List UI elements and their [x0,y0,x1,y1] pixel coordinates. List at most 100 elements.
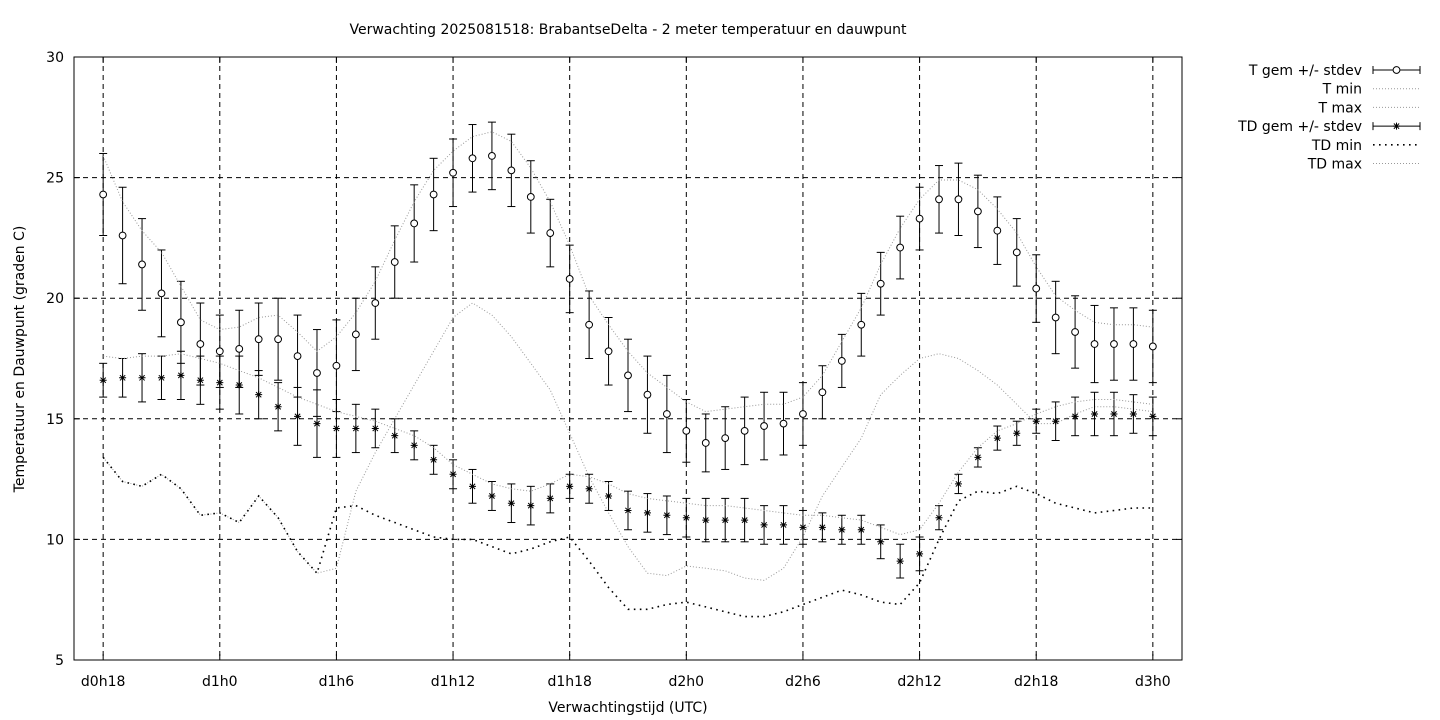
series-0-point-24 [565,275,574,283]
series-0-point-52 [1110,340,1118,348]
series-3-point-11 [313,420,321,428]
series-0 [99,121,1157,473]
series-0-point-42 [915,214,924,223]
series-0-point-16 [410,219,419,228]
series-3-point-47 [1013,429,1021,437]
series-3-point-43 [935,514,943,522]
y-tick-label-5: 30 [46,50,64,66]
x-tick-label-9: d3h0 [1135,674,1171,690]
series-3-point-24 [566,482,574,490]
series-3-point-26 [605,492,613,500]
series-0-point-27 [624,371,632,380]
series-3-point-53 [1129,410,1137,418]
series-3-point-30 [682,514,690,522]
series-0-point-38 [837,357,846,365]
series-0-point-43 [935,195,943,204]
x-tick-label-0: d0h18 [81,674,125,690]
series-3-point-5 [196,376,204,384]
x-tick-label-5: d2h0 [669,674,705,690]
series-0-point-45 [973,207,982,216]
series-3-point-14 [371,424,379,432]
series-0-point-8 [254,335,263,344]
legend-label-1: T min [1322,82,1362,98]
series-0-point-47 [1012,248,1021,257]
legend-label-0: T gem +/- stdev [1248,63,1362,79]
series-3-point-37 [818,523,826,531]
series-3-point-8 [255,391,263,399]
series-3-point-0 [99,376,107,384]
y-tick-label-4: 25 [46,171,64,187]
series-3-point-34 [760,521,768,529]
series-3-point-54 [1149,412,1157,420]
series-0-point-17 [429,190,438,199]
series-0-point-33 [740,426,749,435]
series-3-point-2 [138,374,146,382]
x-axis-label: Verwachtingstijd (UTC) [548,700,707,716]
series-3-point-42 [916,550,924,558]
series-0-point-39 [857,320,866,329]
series-3-point-48 [1032,417,1040,425]
series-3-point-23 [546,494,554,502]
series-0-point-48 [1032,284,1041,293]
series-0-point-49 [1051,313,1060,322]
series-3-point-17 [430,456,438,464]
x-tick-label-6: d2h6 [785,674,821,690]
legend-label-2: T max [1317,100,1362,116]
series-0-point-22 [526,192,535,201]
series-3-point-31 [702,516,710,524]
legend-label-3: TD gem +/- stdev [1237,119,1362,135]
series-3-point-22 [527,502,535,510]
series-0-point-12 [332,361,341,370]
x-tick-label-7: d2h12 [897,674,941,690]
series-0-point-53 [1129,340,1138,348]
series-0-point-4 [177,318,185,327]
series-0-point-36 [799,410,807,418]
legend-label-5: TD max [1307,157,1362,173]
series-0-point-9 [274,335,283,344]
series-0-point-20 [488,151,496,160]
series-0-point-18 [449,168,457,177]
series-0-point-25 [585,320,594,329]
series-3-point-9 [274,403,282,411]
x-tick-label-4: d1h18 [547,674,591,690]
series-3-point-33 [741,516,749,524]
series-3-point-13 [352,424,360,432]
series-3-point-44 [954,480,962,488]
series-3-point-3 [157,374,165,382]
series-4-line [102,456,1153,618]
series-3-point-18 [449,470,457,478]
axes: 5 10 15 20 25 30 d0h18 d1h0 d1h6 d1h12 d1h18 d2h0 d2… [46,50,1182,690]
series-3-point-39 [857,526,865,534]
series-3-point-10 [294,412,302,420]
series-0-point-23 [546,229,555,237]
series-3-point-16 [410,441,418,449]
chart-title: Verwachting 2025081518: BrabantseDelta -… [349,22,907,38]
series-3-point-12 [332,424,340,432]
series-3-point-25 [585,485,593,493]
series-0-point-26 [604,347,613,356]
series-0-point-3 [157,289,166,298]
series-3-point-21 [507,499,515,507]
series-0-point-34 [760,422,768,430]
series-0-point-30 [682,426,691,435]
series-0-point-37 [818,388,827,397]
series-0-point-29 [662,410,671,418]
series-3-point-15 [391,432,399,440]
series-0-point-51 [1090,340,1099,348]
x-tick-label-3: d1h12 [431,674,475,690]
series-3-point-6 [216,379,224,387]
series-0-point-50 [1071,328,1079,336]
series-3-point-45 [974,453,982,461]
series-0-point-0 [99,190,108,199]
series-3-point-38 [838,526,846,534]
x-tick-label-2: d1h6 [319,674,355,690]
series-0-point-14 [371,299,380,307]
series-0-point-31 [701,439,710,447]
series-0-point-15 [390,258,399,266]
series-0-point-40 [876,279,885,288]
series-3-point-19 [468,482,476,490]
series-4 [102,456,1153,618]
series-3 [99,350,1157,579]
plot-frame [73,56,1183,661]
series-3-point-32 [721,516,729,524]
